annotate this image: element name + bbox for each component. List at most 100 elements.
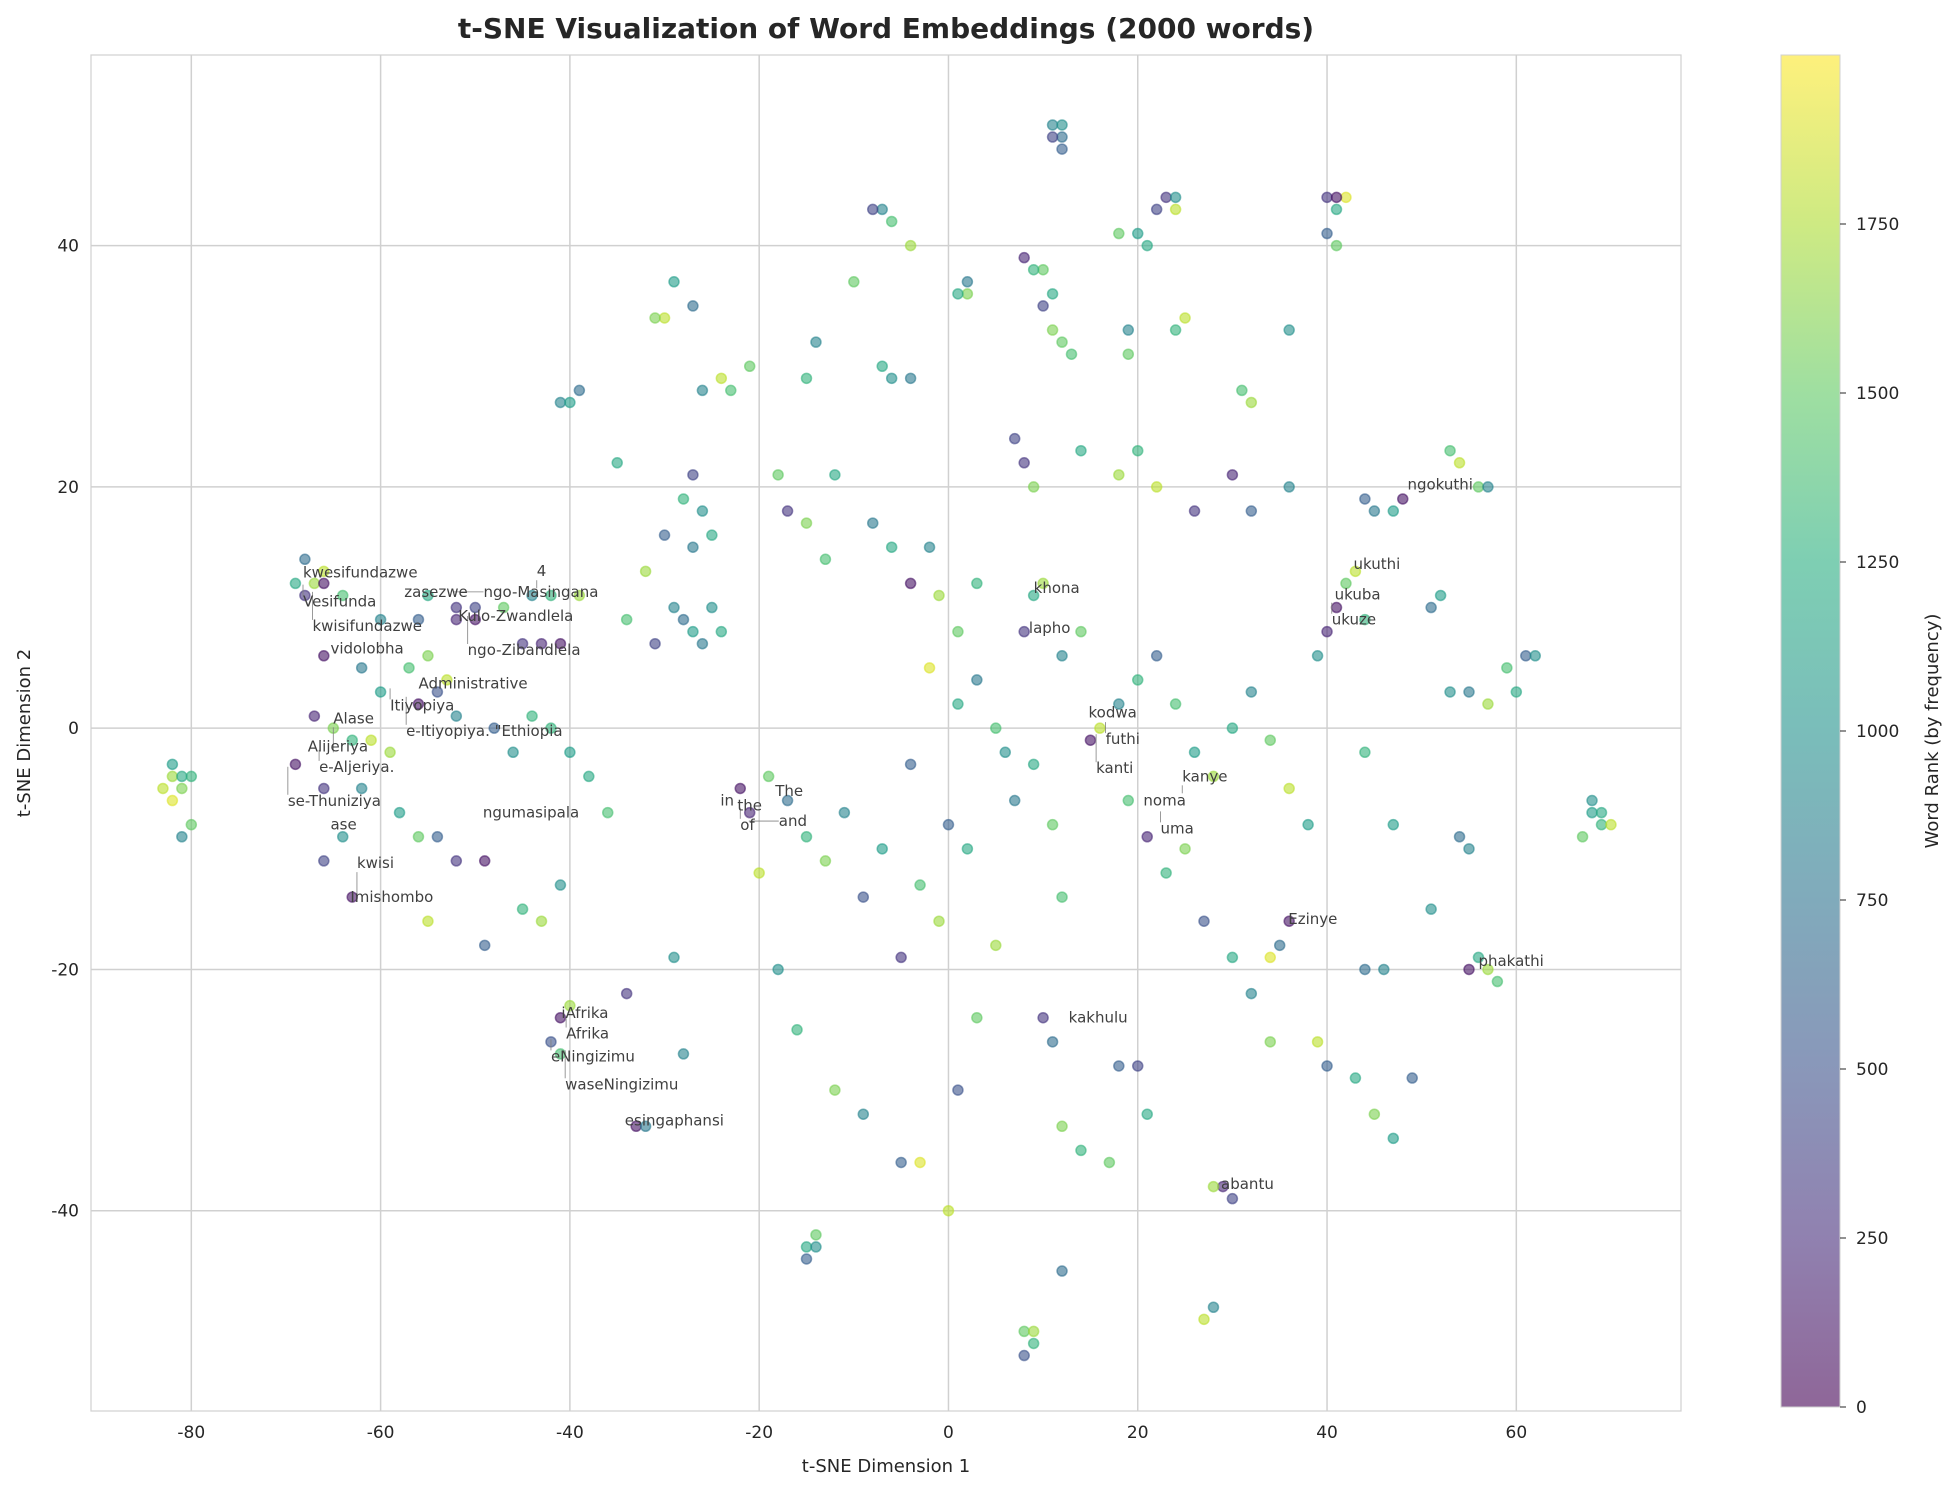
word-point	[1027, 1325, 1040, 1338]
word-point	[1368, 1108, 1381, 1120]
word-point	[1434, 589, 1447, 602]
word-label: of	[740, 816, 755, 834]
word-point	[1397, 493, 1409, 505]
word-label: Alijeriya	[308, 737, 368, 755]
word-point	[1037, 577, 1049, 590]
word-point	[1198, 1313, 1210, 1326]
word-point	[308, 710, 321, 722]
word-point	[1141, 831, 1153, 843]
word-label: kwisifundazwe	[312, 617, 421, 635]
word-label: kakhulu	[1069, 1009, 1128, 1027]
word-point	[1226, 1192, 1239, 1205]
word-point	[1595, 806, 1608, 819]
word-label: iAfrika	[561, 1004, 608, 1022]
word-point	[1037, 300, 1049, 312]
word-point	[1236, 384, 1248, 397]
word-point	[1472, 951, 1485, 964]
word-point	[1056, 336, 1068, 348]
word-point	[1463, 686, 1475, 698]
word-point	[961, 276, 974, 288]
word-point	[620, 987, 633, 1000]
word-point	[422, 589, 434, 602]
word-point	[1008, 794, 1021, 807]
word-point	[1321, 227, 1333, 240]
word-label: waseNingizimu	[565, 1075, 678, 1093]
word-point	[1482, 963, 1494, 976]
word-point	[1311, 1036, 1324, 1048]
word-point	[1245, 505, 1258, 517]
word-point	[441, 674, 453, 686]
word-point	[706, 529, 718, 541]
word-label: abantu	[1221, 1175, 1274, 1193]
word-point	[1113, 1060, 1125, 1072]
word-point	[1387, 505, 1400, 517]
word-point	[1160, 191, 1172, 204]
word-label: kwesifundazwe	[303, 564, 418, 582]
word-point	[422, 650, 434, 662]
word-point	[1264, 951, 1276, 964]
word-point	[696, 505, 709, 517]
word-point	[904, 372, 917, 385]
word-label: Ezinye	[1288, 910, 1337, 928]
word-point	[1150, 650, 1163, 662]
word-point	[450, 710, 463, 722]
y-tick-label: -20	[51, 960, 79, 980]
word-point	[1387, 1132, 1400, 1145]
word-label: Itiyopiya	[390, 696, 454, 714]
word-point	[1169, 698, 1182, 710]
colorbar-tick-label: 1500	[1856, 384, 1899, 404]
word-point	[374, 686, 387, 698]
y-tick-label: -40	[51, 1202, 79, 1222]
word-point	[1037, 263, 1049, 276]
word-label: ukuthi	[1354, 555, 1401, 573]
word-point	[904, 577, 917, 590]
word-point	[687, 541, 699, 553]
y-axis-label: t-SNE Dimension 2	[14, 649, 35, 817]
word-label: Imishombo	[350, 888, 433, 906]
word-point	[942, 1204, 955, 1217]
plot-area	[90, 54, 1682, 1412]
word-point	[734, 782, 746, 795]
word-point	[365, 734, 377, 746]
word-point	[166, 770, 179, 783]
word-point	[1321, 625, 1333, 638]
word-point	[318, 650, 330, 662]
word-point	[658, 529, 671, 541]
word-label: ngokuthi	[1407, 475, 1473, 493]
word-point	[1340, 191, 1352, 204]
word-label: ngo-Zibandlela	[468, 641, 581, 659]
word-label: ngo-Masingana	[483, 583, 598, 601]
word-point	[1056, 119, 1068, 131]
word-label: eNingizimu	[551, 1047, 635, 1065]
word-point	[677, 1048, 690, 1060]
word-point	[800, 831, 813, 843]
word-point	[573, 589, 586, 602]
word-point	[933, 589, 945, 602]
word-point	[876, 203, 888, 216]
word-point	[772, 963, 784, 976]
word-point	[1027, 481, 1040, 493]
word-point	[1150, 203, 1163, 216]
word-label: in	[720, 792, 734, 810]
word-point	[554, 1011, 567, 1024]
word-point	[895, 951, 907, 964]
word-point	[1027, 1337, 1040, 1350]
word-point	[848, 276, 860, 288]
word-point	[535, 915, 548, 927]
word-point	[1359, 613, 1371, 626]
word-point	[620, 613, 633, 626]
word-point	[1264, 734, 1276, 746]
word-point	[810, 1229, 822, 1241]
word-point	[971, 674, 983, 686]
word-point	[743, 360, 756, 373]
word-point	[1576, 831, 1589, 843]
word-label: phakathi	[1478, 952, 1543, 970]
word-point	[554, 396, 567, 409]
word-point	[516, 903, 529, 915]
word-point	[1113, 227, 1125, 240]
word-point	[696, 637, 709, 650]
word-point	[706, 601, 718, 614]
word-point	[668, 276, 680, 288]
word-point	[923, 662, 936, 674]
word-label: kwisi	[357, 854, 394, 872]
